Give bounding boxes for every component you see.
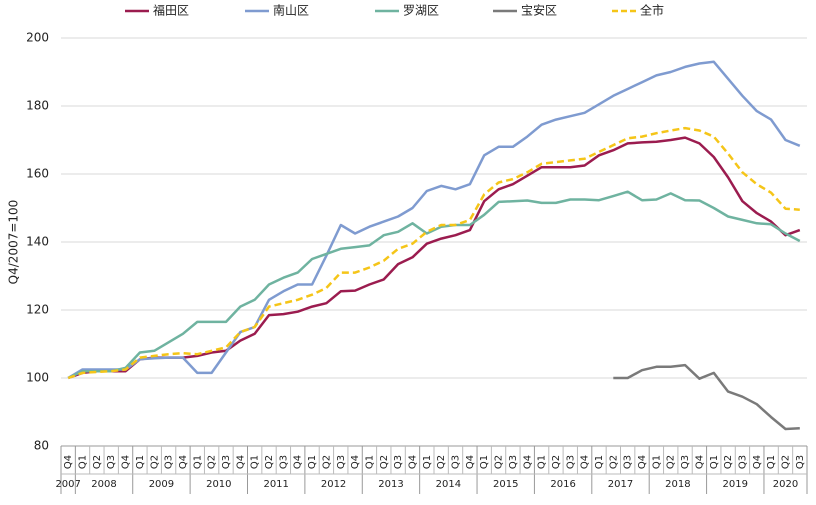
legend-label: 宝安区 [521,3,557,18]
x-tick-label: Q1 [192,455,203,469]
x-tick-label: Q4 [465,455,476,469]
x-tick-label: Q3 [451,455,462,469]
year-label: 2017 [608,479,633,490]
y-tick-label: 160 [26,167,49,181]
legend-label: 福田区 [153,3,189,18]
x-tick-label: Q2 [436,455,447,469]
legend-label: 全市 [640,3,664,18]
x-tick-label: Q1 [537,455,548,469]
y-tick-label: 140 [26,235,49,249]
x-tick-label: Q1 [364,455,375,469]
x-tick-label: Q1 [709,455,720,469]
x-tick-label: Q3 [680,455,691,469]
x-tick-label: Q4 [752,455,763,469]
series-line [67,126,800,380]
y-tick-label: 200 [26,31,49,45]
year-label: 2012 [321,479,346,490]
year-label: 2015 [493,479,518,490]
x-tick-label: Q2 [207,455,218,469]
legend-label: 罗湖区 [403,3,439,18]
x-tick-label: Q2 [149,455,160,469]
x-tick-label: Q1 [766,455,777,469]
x-tick-label: Q2 [666,455,677,469]
x-tick-label: Q3 [336,455,347,469]
x-tick-label: Q1 [479,455,490,469]
year-label: 2009 [149,479,174,490]
series-line [613,363,800,431]
x-tick-label: Q1 [594,455,605,469]
x-tick-label: Q1 [135,455,146,469]
x-tick-label: Q4 [121,455,132,469]
x-tick-label: Q3 [221,455,232,469]
x-tick-label: Q1 [651,455,662,469]
x-tick-label: Q1 [250,455,261,469]
x-tick-label: Q3 [795,455,806,469]
x-tick-label: Q1 [78,455,89,469]
x-tick-label: Q2 [494,455,505,469]
x-tick-label: Q3 [164,455,175,469]
year-label: 2014 [436,479,461,490]
y-tick-label: 100 [26,371,49,385]
year-label: 2010 [206,479,231,490]
x-tick-label: Q3 [508,455,519,469]
x-tick-label: Q3 [623,455,634,469]
year-label: 2016 [550,479,575,490]
x-tick-label: Q2 [608,455,619,469]
y-tick-label: 180 [26,99,49,113]
series-line [67,190,801,380]
x-tick-label: Q2 [321,455,332,469]
x-tick-label: Q4 [350,455,361,469]
x-tick-label: Q3 [565,455,576,469]
y-axis-label: Q4/2007=100 [7,200,21,285]
x-tick-label: Q2 [92,455,103,469]
x-tick-label: Q4 [694,455,705,469]
y-tick-label: 80 [34,439,49,453]
x-tick-label: Q4 [407,455,418,469]
year-label: 2013 [378,479,403,490]
x-tick-label: Q1 [307,455,318,469]
x-tick-label: Q3 [106,455,117,469]
x-tick-label: Q2 [551,455,562,469]
x-tick-label: Q4 [580,455,591,469]
x-tick-label: Q2 [780,455,791,469]
x-tick-label: Q2 [723,455,734,469]
x-tick-label: Q2 [264,455,275,469]
x-tick-label: Q4 [178,455,189,469]
series-line [67,60,801,380]
x-tick-label: Q4 [63,455,74,469]
x-tick-label: Q2 [379,455,390,469]
year-label: 2019 [723,479,748,490]
x-tick-label: Q3 [393,455,404,469]
y-tick-label: 120 [26,303,49,317]
series-line [67,136,801,380]
x-tick-label: Q3 [737,455,748,469]
x-tick-label: Q4 [293,455,304,469]
legend-label: 南山区 [273,3,309,18]
x-tick-label: Q4 [637,455,648,469]
year-label: 2011 [263,479,288,490]
year-label: 2020 [773,479,798,490]
year-label: 2018 [665,479,690,490]
x-tick-label: Q1 [422,455,433,469]
year-label: 2008 [91,479,116,490]
year-label: 2007 [55,479,80,490]
x-tick-label: Q4 [235,455,246,469]
x-tick-label: Q3 [278,455,289,469]
x-tick-label: Q4 [522,455,533,469]
